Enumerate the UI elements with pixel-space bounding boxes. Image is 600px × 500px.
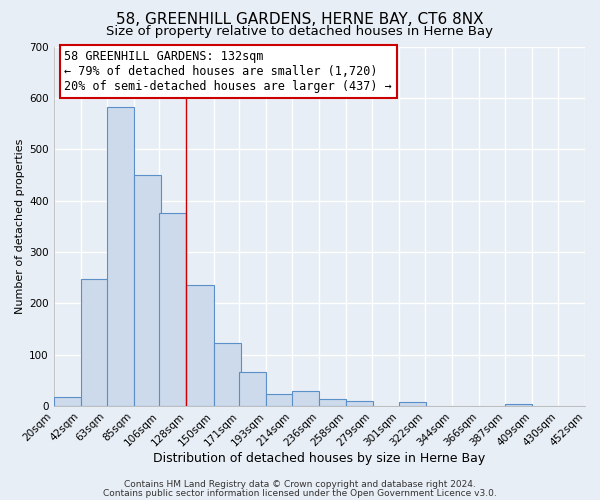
Text: Size of property relative to detached houses in Herne Bay: Size of property relative to detached ho… (107, 25, 493, 38)
Bar (399, 402, 427, 406)
Bar (346, 401, 373, 406)
Text: 58 GREENHILL GARDENS: 132sqm
← 79% of detached houses are smaller (1,720)
20% of: 58 GREENHILL GARDENS: 132sqm ← 79% of de… (64, 50, 392, 93)
X-axis label: Distribution of detached houses by size in Herne Bay: Distribution of detached houses by size … (153, 452, 485, 465)
Bar (239, 372, 266, 406)
Bar (160, 214, 187, 406)
Bar (53, 397, 81, 406)
Bar (505, 404, 532, 406)
Bar (319, 400, 346, 406)
Bar (107, 106, 134, 406)
Text: 58, GREENHILL GARDENS, HERNE BAY, CT6 8NX: 58, GREENHILL GARDENS, HERNE BAY, CT6 8N… (116, 12, 484, 28)
Y-axis label: Number of detached properties: Number of detached properties (15, 138, 25, 314)
Bar (187, 285, 214, 406)
Bar (214, 344, 241, 406)
Bar (266, 394, 293, 406)
Bar (81, 279, 108, 406)
Bar (134, 175, 161, 406)
Text: Contains HM Land Registry data © Crown copyright and database right 2024.: Contains HM Land Registry data © Crown c… (124, 480, 476, 489)
Text: Contains public sector information licensed under the Open Government Licence v3: Contains public sector information licen… (103, 488, 497, 498)
Bar (292, 390, 319, 406)
